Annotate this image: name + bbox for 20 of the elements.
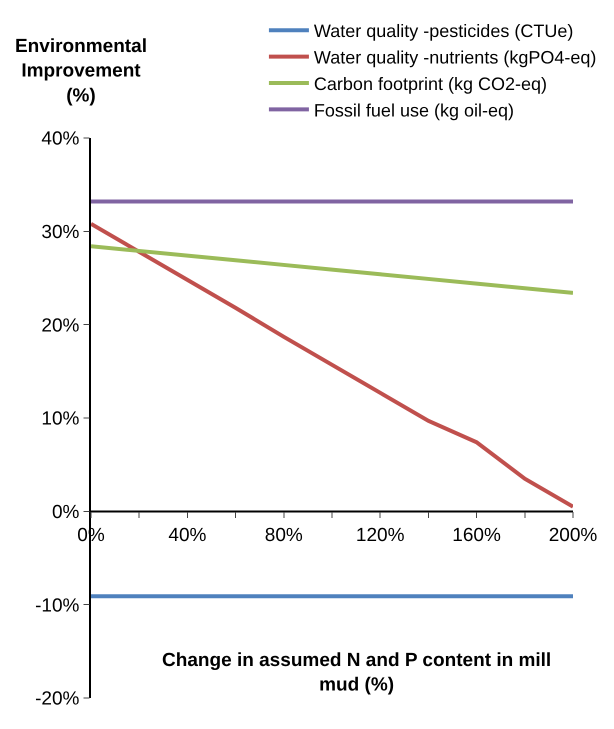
y-tick-label: 20% (41, 315, 80, 336)
x-tick-label: 120% (356, 524, 405, 546)
y-tick-label: 40% (41, 128, 80, 150)
y-tick-label: 0% (52, 502, 80, 523)
x-axis-title: Change in assumed N and P content in mill mud (%) (162, 650, 552, 696)
y-tick-label: -20% (35, 688, 80, 710)
line-series (91, 222, 573, 509)
x-tick-label: 40% (168, 524, 207, 546)
legend-label: Carbon footprint (kg CO2-eq) (314, 74, 548, 94)
y-axis-title: Environmental Improvement (%) (15, 36, 147, 106)
legend-label: Water quality -pesticides (CTUe) (314, 21, 574, 42)
x-tick-label: 160% (452, 524, 501, 546)
legend-label: Fossil fuel use (kg oil-eq) (314, 100, 514, 120)
x-tick-label: 80% (264, 524, 303, 546)
y-tick-label: 10% (41, 408, 80, 430)
y-tick-label: -10% (35, 595, 80, 616)
legend-label: Water quality -nutrients (kgPO4-eq) (314, 48, 596, 68)
y-tick-label: 30% (41, 222, 80, 243)
x-tick-label: 200% (548, 524, 598, 546)
line-series (91, 244, 573, 295)
